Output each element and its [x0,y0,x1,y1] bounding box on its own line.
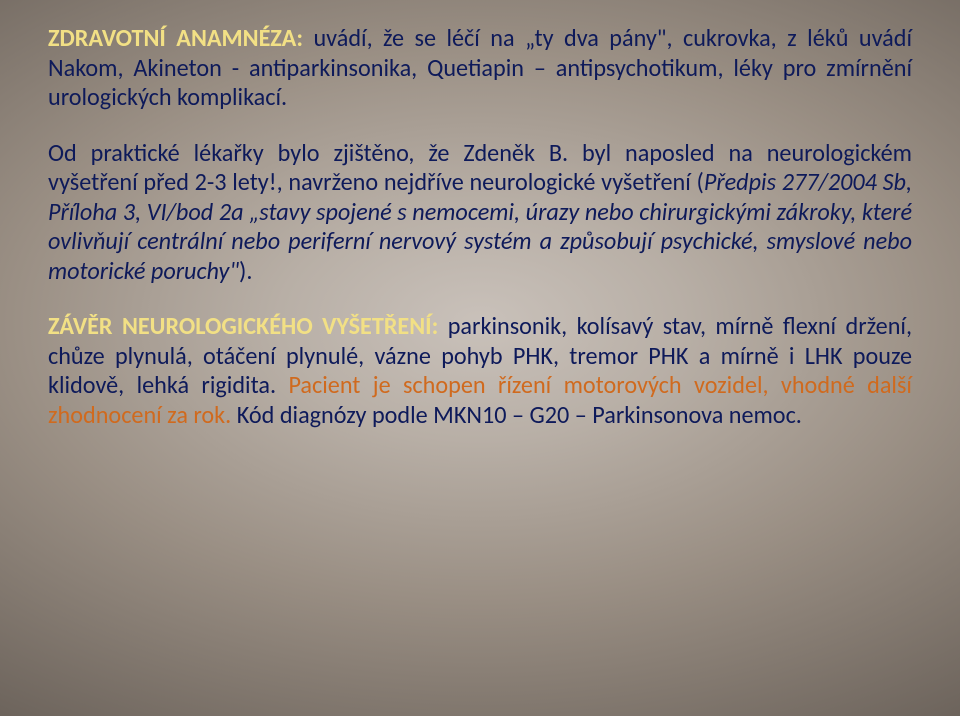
heading-anamneza: ZDRAVOTNÍ ANAMNÉZA: [48,24,303,53]
presentation-slide: ZDRAVOTNÍ ANAMNÉZA: uvádí, že se léčí na… [0,0,960,716]
tail-predpis: ). [239,257,252,286]
paragraph-zaver: ZÁVĚR NEUROLOGICKÉHO VYŠETŘENÍ: parkinso… [48,312,912,430]
heading-zaver: ZÁVĚR NEUROLOGICKÉHO VYŠETŘENÍ: [48,312,438,341]
paragraph-anamneza: ZDRAVOTNÍ ANAMNÉZA: uvádí, že se léčí na… [48,24,912,113]
paragraph-predpis: Od praktické lékařky bylo zjištěno, že Z… [48,139,912,287]
body2-zaver: Kód diagnózy podle MKN10 – G20 – Parkins… [231,401,802,430]
